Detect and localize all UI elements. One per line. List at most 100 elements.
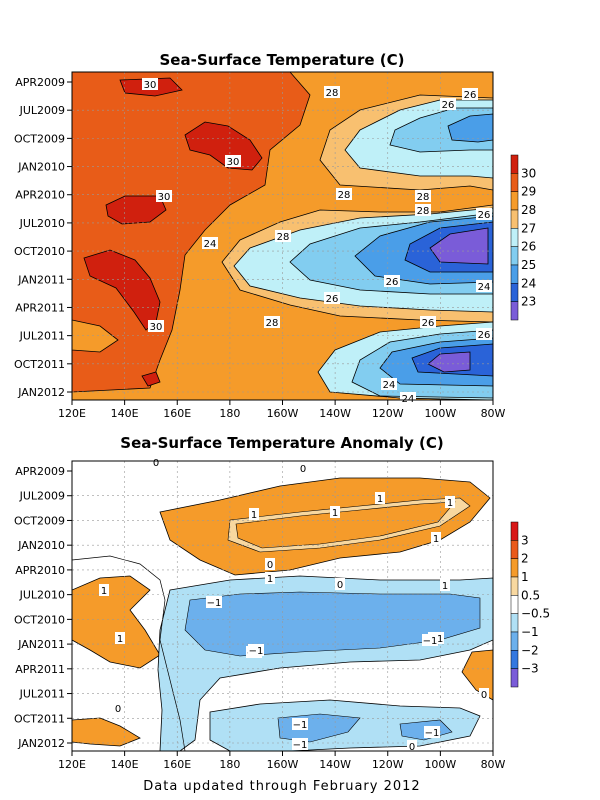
sst-title: Sea-Surface Temperature (C) [160, 51, 405, 69]
sst-contour-label-bg [420, 316, 436, 328]
sst-colorbar-label: 26 [521, 240, 536, 254]
sst-colorbar-swatch [510, 209, 519, 229]
anomaly-contour-label: −1 [425, 728, 440, 739]
sst-contour-label: 28 [417, 192, 430, 203]
anomaly-x-tick-label: 140E [111, 758, 139, 771]
sst-contour-label: 26 [422, 318, 435, 329]
anomaly-contour-label-bg [298, 462, 308, 474]
anomaly-y-tick-label: OCT2009 [14, 514, 65, 527]
anomaly-contour-label: 1 [447, 498, 453, 509]
anomaly-plot-area [72, 461, 493, 751]
sst-x-tick-label: 120E [58, 407, 86, 420]
sst-fill-28-left [72, 319, 119, 353]
sst-y-tick-label: JUL2010 [19, 217, 65, 230]
sst-colorbar-swatch [510, 246, 519, 266]
sst-colorbar: 30 29 28 27 26 25 24 23 [510, 154, 536, 321]
anomaly-contour-label-bg [248, 644, 264, 656]
anomaly-x-tick-label: 120W [372, 758, 404, 771]
anomaly-colorbar-label: −1 [521, 625, 539, 639]
anomaly-x-tick-label: 160W [267, 758, 299, 771]
sst-contour-label-bg [156, 190, 172, 202]
anomaly-contour-label: 0 [300, 464, 306, 475]
anomaly-colorbar-label: −2 [521, 643, 539, 657]
anomaly-panel: Sea-Surface Temperature Anomaly (C) 0 0 1 1… [14, 434, 550, 771]
sst-contour-label-bg [148, 320, 164, 332]
sst-y-tick-label: OCT2009 [14, 132, 65, 145]
sst-contour-label: 24 [204, 239, 217, 250]
anomaly-y-tick-label: OCT2010 [14, 613, 65, 626]
sst-contour-label: 30 [158, 192, 171, 203]
sst-y-tick-label: OCT2010 [14, 245, 65, 258]
sst-fill-30-e [141, 371, 161, 387]
sst-contour-label-bg [440, 98, 456, 110]
anomaly-contour-label: −1 [293, 720, 308, 731]
sst-contour-label: 28 [326, 88, 339, 99]
anomaly-colorbar-label: −0.5 [521, 607, 550, 621]
footer-note: Data updated through February 2012 [143, 779, 420, 794]
sst-contour-label-bg [400, 392, 416, 404]
anomaly-contour-label: 1 [442, 581, 448, 592]
sst-contour-label: 28 [417, 206, 430, 217]
sst-y-tick-label: JUL2011 [19, 330, 65, 343]
sst-contour-label-bg [476, 280, 492, 292]
anomaly-y-tick-label: JAN2011 [17, 638, 65, 651]
sst-contour-label-bg [415, 190, 431, 202]
sst-contour-label: 30 [150, 322, 163, 333]
sst-contour-label: 26 [326, 294, 339, 305]
anomaly-contour-label: 0 [337, 580, 343, 591]
sst-contour-label-bg [142, 78, 158, 90]
anomaly-y-tick-label: JUL2011 [19, 688, 65, 701]
sst-colorbar-swatch [510, 283, 519, 302]
sst-contour-label: 30 [227, 157, 240, 168]
anomaly-contour-label: 0 [267, 560, 273, 571]
anomaly-colorbar-swatch [510, 668, 519, 688]
anomaly-contour-label: −1 [293, 740, 308, 751]
sst-colorbar-swatch [510, 191, 519, 211]
sst-contour-label: 24 [383, 380, 396, 391]
anomaly-colorbar-label: 0.5 [521, 588, 540, 602]
sst-gridlines [72, 72, 493, 400]
anomaly-contour-label-bg [206, 596, 222, 608]
anomaly-contour-label: 1 [377, 494, 383, 505]
sst-x-tick-label: 140E [111, 407, 139, 420]
anomaly-colorbar-swatch [510, 558, 519, 578]
anomaly-contour-label-bg [113, 702, 123, 714]
sst-y-tick-label: JUL2009 [19, 104, 65, 117]
anomaly-x-tick-label: 100W [424, 758, 456, 771]
sst-y-axis: APR2009 JUL2009 OCT2009 JAN2010 APR2010 JUL20… [14, 76, 72, 399]
sst-x-tick-label: 100W [424, 407, 456, 420]
anomaly-x-tick-label: 160E [163, 758, 191, 771]
anomaly-contour-label: 0 [409, 742, 415, 753]
anomaly-y-tick-label: APR2011 [15, 663, 65, 676]
sst-x-tick-label: 160E [163, 407, 191, 420]
sst-contour-label: 28 [266, 318, 279, 329]
sst-contour-label-bg [476, 208, 492, 220]
sst-y-tick-label: APR2011 [15, 301, 65, 314]
anomaly-x-tick-label: 80W [481, 758, 506, 771]
anomaly-colorbar-label: −3 [521, 662, 539, 676]
sst-contour-label: 26 [478, 210, 491, 221]
sst-x-tick-label: 140W [319, 407, 351, 420]
anomaly-contour-label: −1 [249, 646, 264, 657]
anomaly-fill-pos-bl [72, 717, 141, 747]
sst-colorbar-swatch [510, 301, 519, 321]
anomaly-contour-label-bg [292, 718, 308, 730]
sst-contour-label-bg [202, 237, 218, 249]
anomaly-contour-label: 1 [267, 574, 273, 585]
anomaly-colorbar-label: 3 [521, 533, 529, 547]
anomaly-contour-zero-left [72, 555, 186, 751]
sst-contour-label: 26 [464, 90, 477, 101]
anomaly-y-tick-label: JAN2012 [17, 737, 65, 750]
sst-contour-label-bg [324, 86, 340, 98]
anomaly-y-tick-label: OCT2011 [14, 712, 65, 725]
anomaly-contour-label: −1 [207, 598, 222, 609]
sst-contour-label: 26 [442, 100, 455, 111]
sst-y-tick-label: APR2009 [15, 76, 65, 89]
anomaly-colorbar-label: 2 [521, 552, 529, 566]
sst-x-axis: 120E 140E 160E 180 160W 140W 120W 100W 80W [58, 400, 506, 420]
anomaly-contour-label: 1 [332, 508, 338, 519]
sst-contour-label: 26 [386, 277, 399, 288]
sst-x-tick-label: 80W [481, 407, 506, 420]
anomaly-contour-label-bg [422, 634, 438, 646]
